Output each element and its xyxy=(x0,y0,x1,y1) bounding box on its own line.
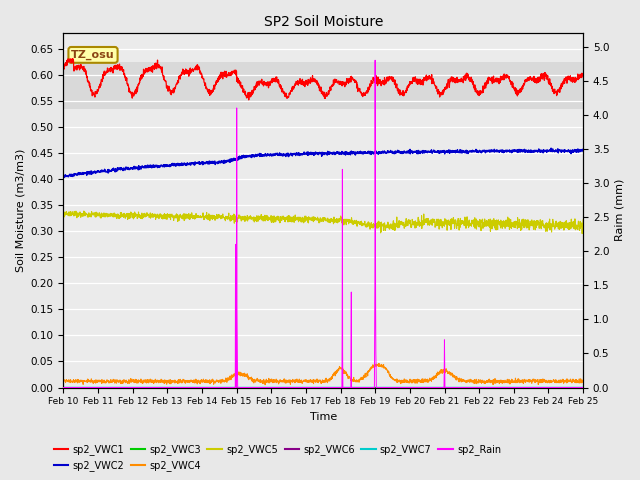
X-axis label: Time: Time xyxy=(310,412,337,422)
Title: SP2 Soil Moisture: SP2 Soil Moisture xyxy=(264,15,383,29)
Y-axis label: Soil Moisture (m3/m3): Soil Moisture (m3/m3) xyxy=(15,148,25,272)
Text: TZ_osu: TZ_osu xyxy=(71,50,115,60)
Legend: sp2_VWC1, sp2_VWC2, sp2_VWC3, sp2_VWC4, sp2_VWC5, sp2_VWC6, sp2_VWC7, sp2_Rain: sp2_VWC1, sp2_VWC2, sp2_VWC3, sp2_VWC4, … xyxy=(50,441,505,475)
Bar xyxy=(63,61,583,108)
Y-axis label: Raim (mm): Raim (mm) xyxy=(615,179,625,241)
